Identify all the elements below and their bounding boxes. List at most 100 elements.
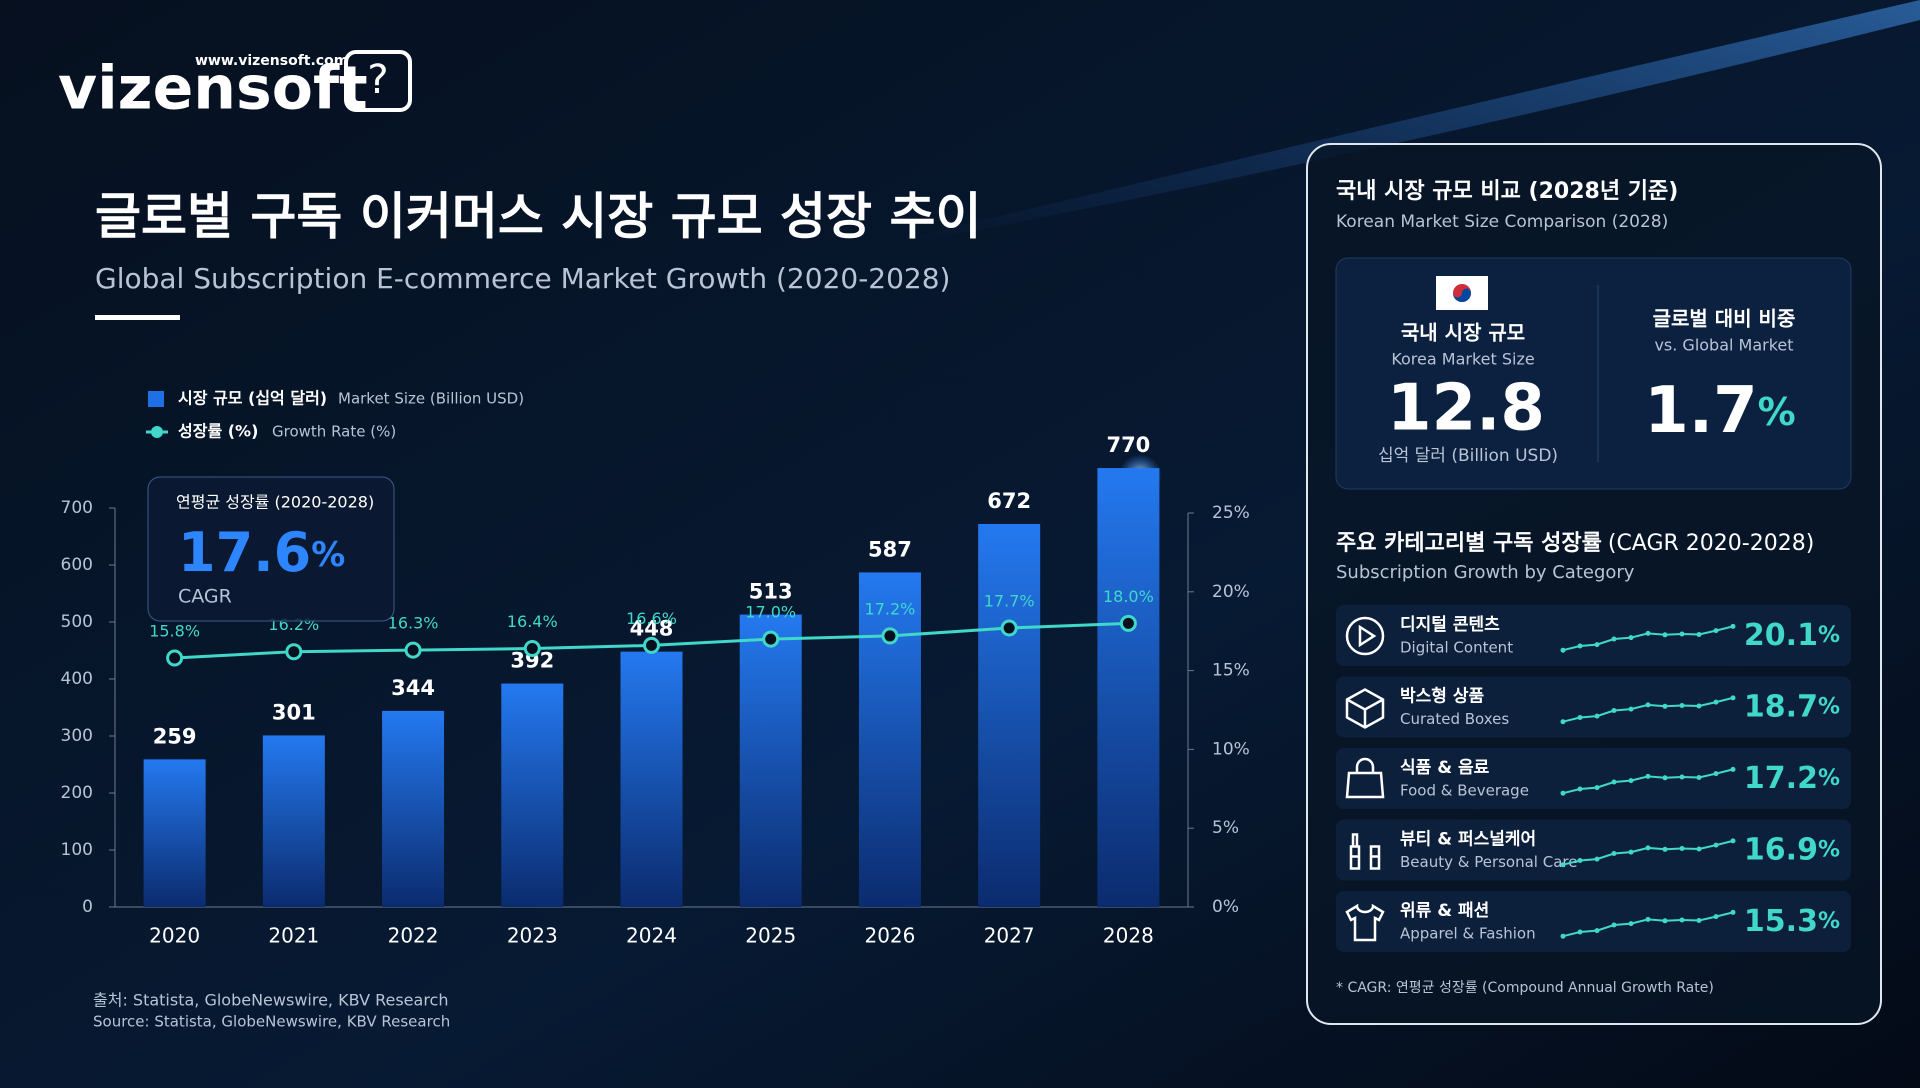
korea-title-en: Korea Market Size xyxy=(1391,350,1534,369)
y-tick-label: 100 xyxy=(61,840,93,860)
sparkline-dot xyxy=(1730,766,1736,772)
sparkline-dot xyxy=(1611,708,1617,713)
category-icon xyxy=(1345,688,1385,729)
growth-point xyxy=(1119,614,1137,632)
growth-point xyxy=(285,643,303,661)
category-number: 20.1 xyxy=(1744,618,1818,653)
category-title-main: 주요 카테고리별 구독 성장률 xyxy=(1336,531,1602,556)
category-title-note: (CAGR 2020-2028) xyxy=(1608,531,1814,556)
x-tick-label: 2027 xyxy=(984,924,1035,948)
sparkline-dot xyxy=(1611,851,1617,856)
sparkline-dot xyxy=(1560,790,1566,796)
sparkline-dot xyxy=(1628,849,1634,855)
category-name: 박스형 상품 xyxy=(1400,686,1484,707)
cagr-label: 연평균 성장률 (2020-2028) xyxy=(176,493,374,512)
growth-point xyxy=(881,627,899,645)
growth-point xyxy=(762,630,780,648)
cagr-number: 17.6 xyxy=(178,521,311,584)
sparkline-dot xyxy=(1577,929,1583,935)
sparkline-dot xyxy=(1679,917,1685,923)
growth-label: 17.7% xyxy=(984,592,1035,611)
bar-value-label: 513 xyxy=(749,580,793,604)
bar-value-label: 770 xyxy=(1106,433,1150,457)
category-row xyxy=(1336,748,1851,809)
category-number: 16.9 xyxy=(1744,832,1818,867)
category-number: 17.2 xyxy=(1744,761,1818,796)
bar xyxy=(620,651,683,907)
sparkline-dot xyxy=(1662,775,1668,781)
x-tick-label: 2020 xyxy=(149,924,200,948)
x-tick-label: 2024 xyxy=(626,924,677,948)
category-value: 20.1% xyxy=(1744,618,1840,653)
bar xyxy=(858,572,921,907)
growth-label: 15.8% xyxy=(149,621,200,640)
sparkline-dot xyxy=(1730,838,1736,844)
logo-url: www.vizensoft.com xyxy=(195,53,348,69)
bar-value-label: 259 xyxy=(153,724,197,748)
y-tick-label: 600 xyxy=(61,555,93,575)
category-name-en: Food & Beverage xyxy=(1400,782,1529,800)
category-row xyxy=(1336,605,1851,666)
y2-tick-label: 0% xyxy=(1212,897,1239,917)
subtitle: Global Subscription E-commerce Market Gr… xyxy=(95,262,950,295)
sparkline-dot xyxy=(1611,779,1617,785)
bar xyxy=(143,759,206,907)
bar xyxy=(978,523,1041,907)
category-value: 18.7% xyxy=(1744,689,1840,724)
legend-label: 시장 규모 (십억 달러) xyxy=(178,389,327,408)
growth-label: 17.0% xyxy=(745,603,796,622)
cagr-caption: CAGR xyxy=(178,586,232,608)
x-tick-label: 2028 xyxy=(1103,924,1154,948)
sparkline-dot xyxy=(1594,713,1600,719)
bar xyxy=(1097,468,1160,907)
category-icon xyxy=(1345,903,1385,942)
source-ko: 출처: Statista, GlobeNewswire, KBV Researc… xyxy=(93,991,449,1010)
sparkline-dot xyxy=(1560,933,1566,939)
korea-unit: 십억 달러 (Billion USD) xyxy=(1378,446,1558,466)
light-streak xyxy=(900,0,1920,245)
sparkline-dot xyxy=(1628,706,1634,712)
share-title-en: vs. Global Market xyxy=(1654,336,1793,355)
cagr-unit: % xyxy=(311,535,345,575)
y-tick-label: 700 xyxy=(61,498,93,518)
sparkline-dot xyxy=(1628,778,1634,784)
x-tick-label: 2022 xyxy=(388,924,439,948)
bar xyxy=(262,735,325,907)
y-tick-label: 200 xyxy=(61,783,93,803)
bar xyxy=(739,614,802,907)
growth-label: 16.4% xyxy=(507,612,558,631)
category-name-en: Digital Content xyxy=(1400,639,1513,657)
category-unit: % xyxy=(1818,909,1840,934)
y-tick-label: 500 xyxy=(61,612,93,632)
sparkline-dot xyxy=(1730,909,1736,915)
sparkline-dot xyxy=(1713,628,1719,634)
sparkline-dot xyxy=(1662,703,1668,709)
sparkline-dot xyxy=(1662,846,1668,852)
category-unit: % xyxy=(1818,838,1840,863)
sparkline-dot xyxy=(1679,845,1685,851)
source-en: Source: Statista, GlobeNewswire, KBV Res… xyxy=(93,1013,450,1031)
sparkline-dot xyxy=(1713,914,1719,920)
sparkline-dot xyxy=(1679,631,1685,637)
x-tick-label: 2025 xyxy=(745,924,796,948)
sparkline-dot xyxy=(1628,921,1634,927)
panel-subtitle: Korean Market Size Comparison (2028) xyxy=(1336,212,1668,232)
x-tick-label: 2026 xyxy=(864,924,915,948)
category-row xyxy=(1336,891,1851,952)
logo-icon-mark: ? xyxy=(367,57,388,103)
sparkline-dot xyxy=(1696,775,1702,781)
y2-tick-label: 5% xyxy=(1212,818,1239,838)
share-title: 글로벌 대비 비중 xyxy=(1653,307,1796,331)
bar-value-label: 344 xyxy=(391,676,435,700)
bar-value-label: 301 xyxy=(272,700,316,724)
category-icon xyxy=(1345,616,1385,656)
sparkline-dot xyxy=(1611,922,1617,928)
bar-value-label: 587 xyxy=(868,537,912,561)
y2-tick-label: 10% xyxy=(1212,739,1250,759)
sparkline-dot xyxy=(1696,703,1702,709)
sparkline-dot xyxy=(1679,702,1685,708)
category-row xyxy=(1336,676,1851,738)
logo-icon xyxy=(344,50,412,112)
sparkline-dot xyxy=(1560,862,1566,868)
sparkline-dot xyxy=(1594,928,1600,934)
